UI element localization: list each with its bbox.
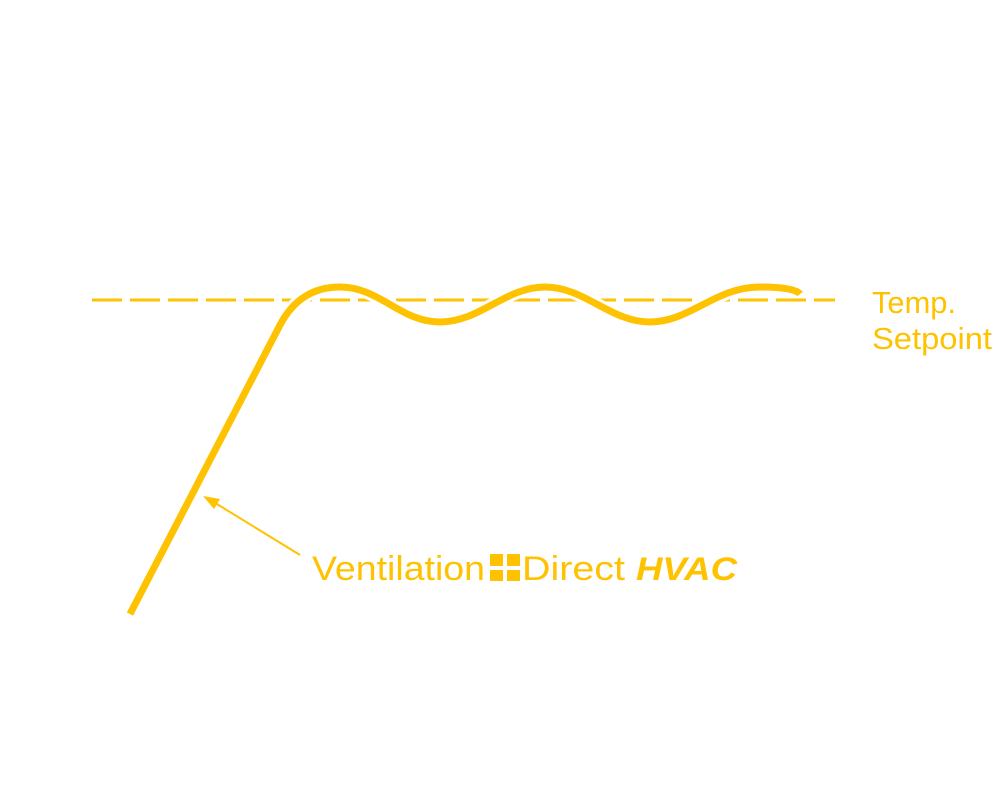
brand-name: Direct <box>522 550 626 588</box>
setpoint-label: Temp. <box>872 285 956 320</box>
brand-tag: HVAC <box>636 551 738 587</box>
arrow-head <box>203 496 220 509</box>
setpoint-label: Setpoint <box>872 321 992 356</box>
temperature-curve <box>126 283 803 616</box>
brand-icon <box>490 554 520 581</box>
icon-gap <box>490 566 520 570</box>
brand-name: Ventilation <box>312 550 485 588</box>
arrow-line <box>211 500 301 556</box>
